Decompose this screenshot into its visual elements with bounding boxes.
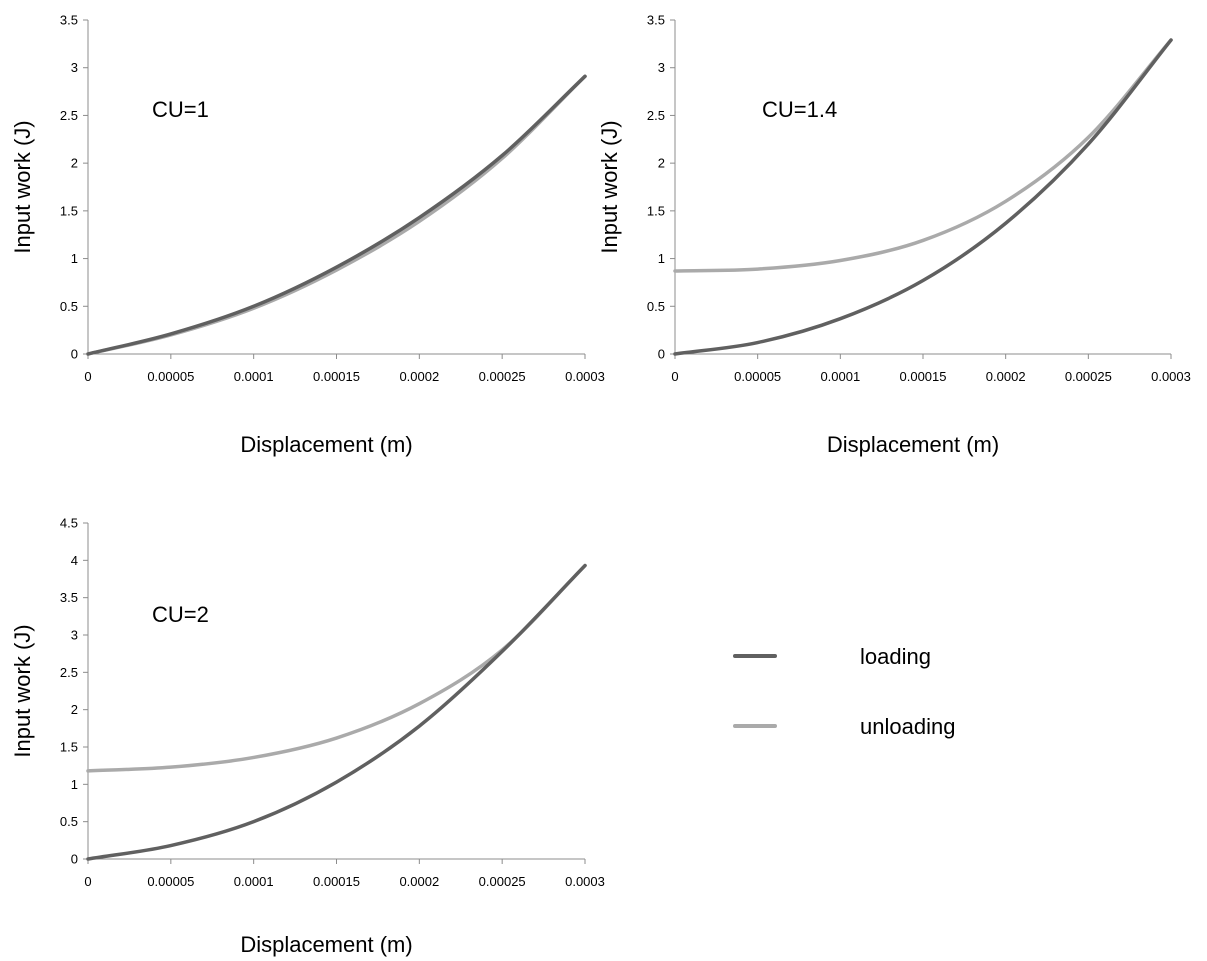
y-tick-label: 4.5 [60, 516, 78, 531]
x-tick-label: 0.0001 [820, 369, 860, 384]
chart-panel: 0 0.5 1 1.5 2 2.5 3 3.5 0 0.00005 0.0001 0.00015 0.0… [597, 13, 1191, 458]
x-tick-label: 0.0003 [565, 874, 605, 889]
y-tick-label: 1 [71, 777, 78, 792]
x-tick-label: 0 [671, 369, 678, 384]
y-tick-label: 0.5 [60, 814, 78, 829]
panel-annotation: CU=2 [152, 602, 209, 627]
x-tick-label: 0.0003 [565, 369, 605, 384]
x-tick-label: 0.00005 [734, 369, 781, 384]
y-tick-label: 3.5 [647, 13, 665, 28]
y-tick-label: 2 [71, 156, 78, 171]
y-tick-label: 3.5 [60, 13, 78, 28]
x-tick-label: 0.0003 [1151, 369, 1191, 384]
x-tick-label: 0.00015 [313, 874, 360, 889]
y-tick-label: 2 [71, 702, 78, 717]
y-tick-label: 1.5 [60, 203, 78, 218]
y-tick-label: 3 [71, 628, 78, 643]
y-tick-label: 2.5 [60, 665, 78, 680]
y-axis-title: Input work (J) [597, 120, 622, 253]
y-tick-label: 2 [658, 156, 665, 171]
x-tick-label: 0.0002 [399, 874, 439, 889]
y-axis-title: Input work (J) [10, 624, 35, 757]
y-axis-title: Input work (J) [10, 120, 35, 253]
x-axis-title: Displacement (m) [240, 932, 412, 957]
y-tick-label: 4 [71, 553, 78, 568]
x-tick-label: 0.0002 [399, 369, 439, 384]
y-tick-label: 0 [71, 347, 78, 362]
x-tick-label: 0.00005 [147, 369, 194, 384]
y-tick-label: 0 [71, 852, 78, 867]
x-tick-label: 0 [84, 874, 91, 889]
y-tick-label: 3 [71, 60, 78, 75]
y-tick-label: 3 [658, 60, 665, 75]
series-line-unloading [86, 563, 587, 773]
y-tick-label: 2.5 [647, 108, 665, 123]
legend-label-loading: loading [860, 644, 931, 669]
y-tick-label: 0 [658, 347, 665, 362]
y-tick-label: 2.5 [60, 108, 78, 123]
panel-annotation: CU=1 [152, 97, 209, 122]
chart-panel: 0 0.5 1 1.5 2 2.5 3 3.5 4 4.5 0 0.00005 0.0001 0.0001… [10, 516, 605, 958]
x-tick-label: 0.0002 [986, 369, 1026, 384]
x-axis-title: Displacement (m) [240, 432, 412, 457]
y-tick-label: 1 [71, 251, 78, 266]
x-tick-label: 0.0001 [234, 874, 274, 889]
y-tick-label: 1.5 [60, 740, 78, 755]
x-tick-label: 0.00005 [147, 874, 194, 889]
x-tick-label: 0.00025 [1065, 369, 1112, 384]
x-tick-label: 0.00025 [479, 369, 526, 384]
legend-label-unloading: unloading [860, 714, 955, 739]
x-tick-label: 0.00025 [479, 874, 526, 889]
series-line-loading [673, 38, 1173, 356]
x-tick-label: 0 [84, 369, 91, 384]
x-axis-title: Displacement (m) [827, 432, 999, 457]
y-tick-label: 3.5 [60, 590, 78, 605]
panel-annotation: CU=1.4 [762, 97, 837, 122]
legend: loading unloading [733, 644, 955, 739]
series-line-unloading [673, 38, 1173, 273]
y-tick-label: 0.5 [60, 299, 78, 314]
series-line-loading [86, 563, 587, 861]
y-tick-label: 0.5 [647, 299, 665, 314]
x-tick-label: 0.00015 [313, 369, 360, 384]
x-tick-label: 0.00015 [900, 369, 947, 384]
y-tick-label: 1.5 [647, 203, 665, 218]
series-line-loading [86, 74, 587, 356]
chart-panel: 0 0.5 1 1.5 2 2.5 3 3.5 0 0.00005 0.0001 0.00015 0.0… [10, 13, 605, 458]
x-tick-label: 0.0001 [234, 369, 274, 384]
y-tick-label: 1 [658, 251, 665, 266]
